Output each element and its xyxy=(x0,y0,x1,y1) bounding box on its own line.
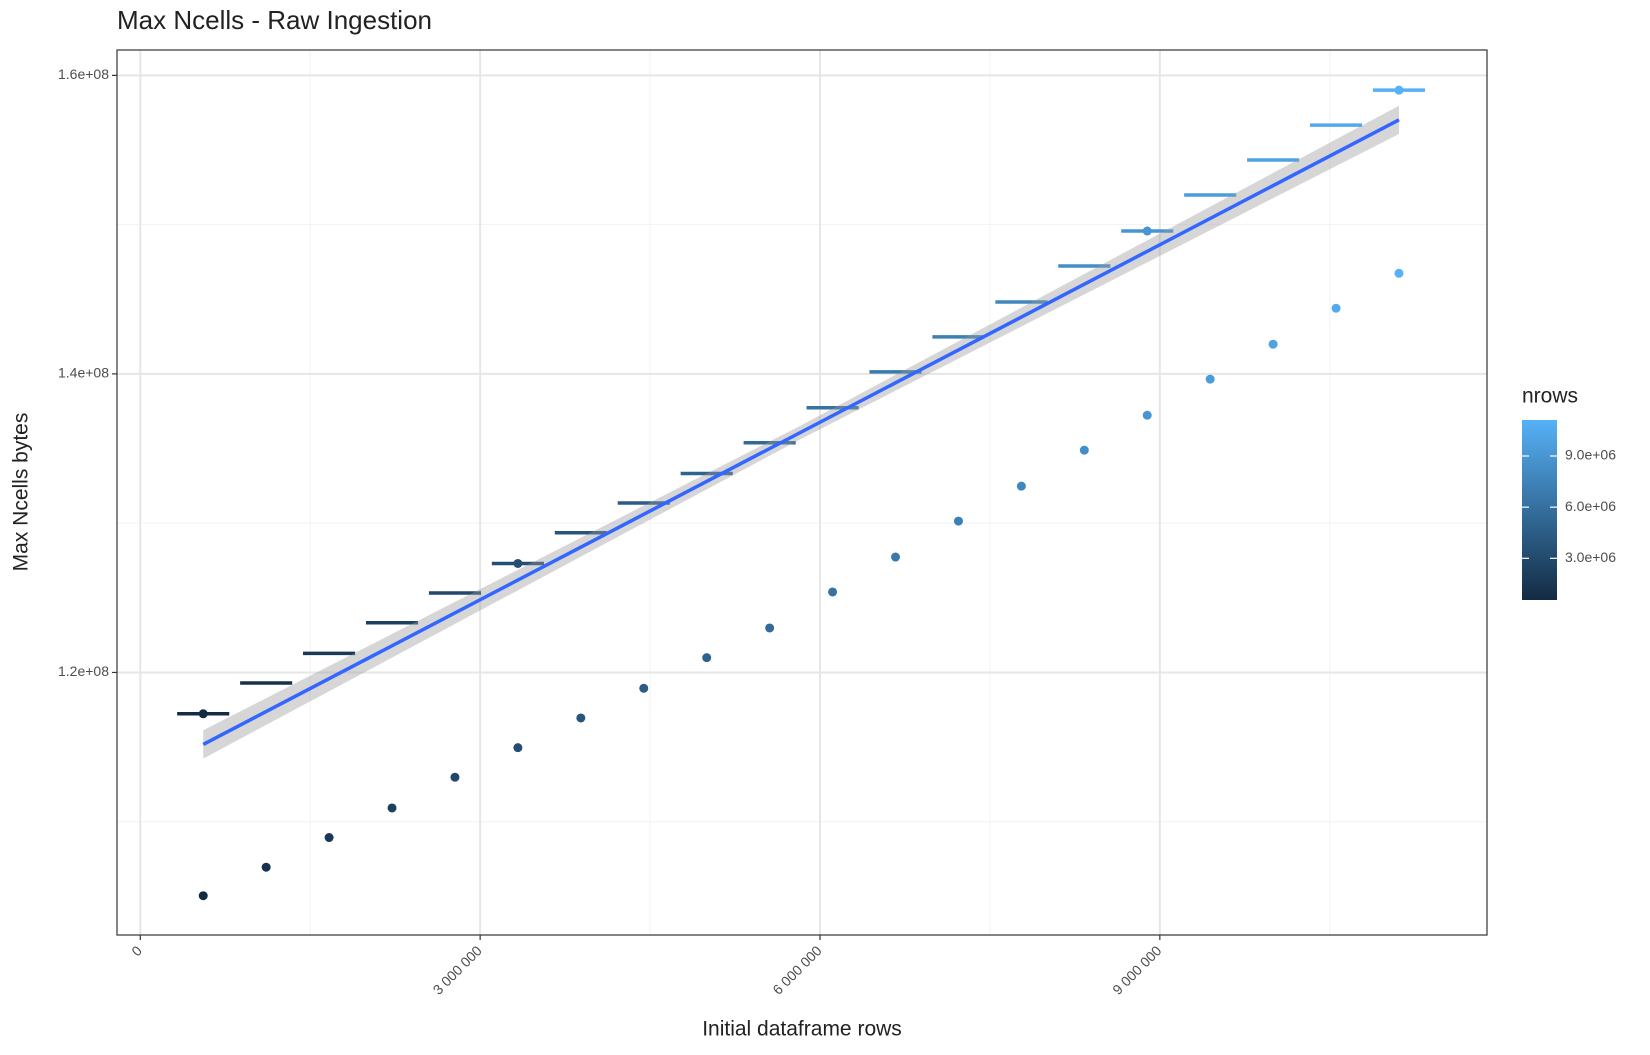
y-tick-label: 1.2e+08 xyxy=(58,663,109,679)
point xyxy=(576,713,586,723)
point xyxy=(261,862,271,872)
legend-title: nrows xyxy=(1522,385,1578,408)
y-tick-label: 1.4e+08 xyxy=(58,365,109,381)
chart-title: Max Ncells - Raw Ingestion xyxy=(117,5,432,35)
point xyxy=(765,623,775,633)
point xyxy=(513,558,523,568)
point xyxy=(891,552,901,562)
point xyxy=(1142,410,1152,420)
point xyxy=(1394,268,1404,278)
point xyxy=(324,833,334,843)
point xyxy=(702,653,712,663)
colorbar-label: 3.0e+06 xyxy=(1565,549,1616,565)
point xyxy=(828,587,838,597)
point xyxy=(450,772,460,782)
point xyxy=(953,516,963,526)
point xyxy=(1016,481,1026,491)
point xyxy=(1268,339,1278,349)
panel-border xyxy=(116,49,1488,936)
point xyxy=(513,743,523,753)
point xyxy=(1205,374,1215,384)
point xyxy=(198,891,208,901)
y-axis-title: Max Ncells bytes xyxy=(10,413,33,572)
colorbar xyxy=(1522,420,1557,600)
point xyxy=(387,803,397,813)
point xyxy=(1142,226,1152,236)
y-tick-label: 1.6e+08 xyxy=(58,66,109,82)
colorbar-label: 9.0e+06 xyxy=(1565,447,1616,463)
point xyxy=(1331,303,1341,313)
point xyxy=(1394,85,1404,95)
point xyxy=(1079,445,1089,455)
point xyxy=(639,683,649,693)
colorbar-label: 6.0e+06 xyxy=(1565,498,1616,514)
x-axis-title: Initial dataframe rows xyxy=(702,1018,902,1041)
point xyxy=(198,709,208,719)
fit-line xyxy=(202,118,1400,746)
